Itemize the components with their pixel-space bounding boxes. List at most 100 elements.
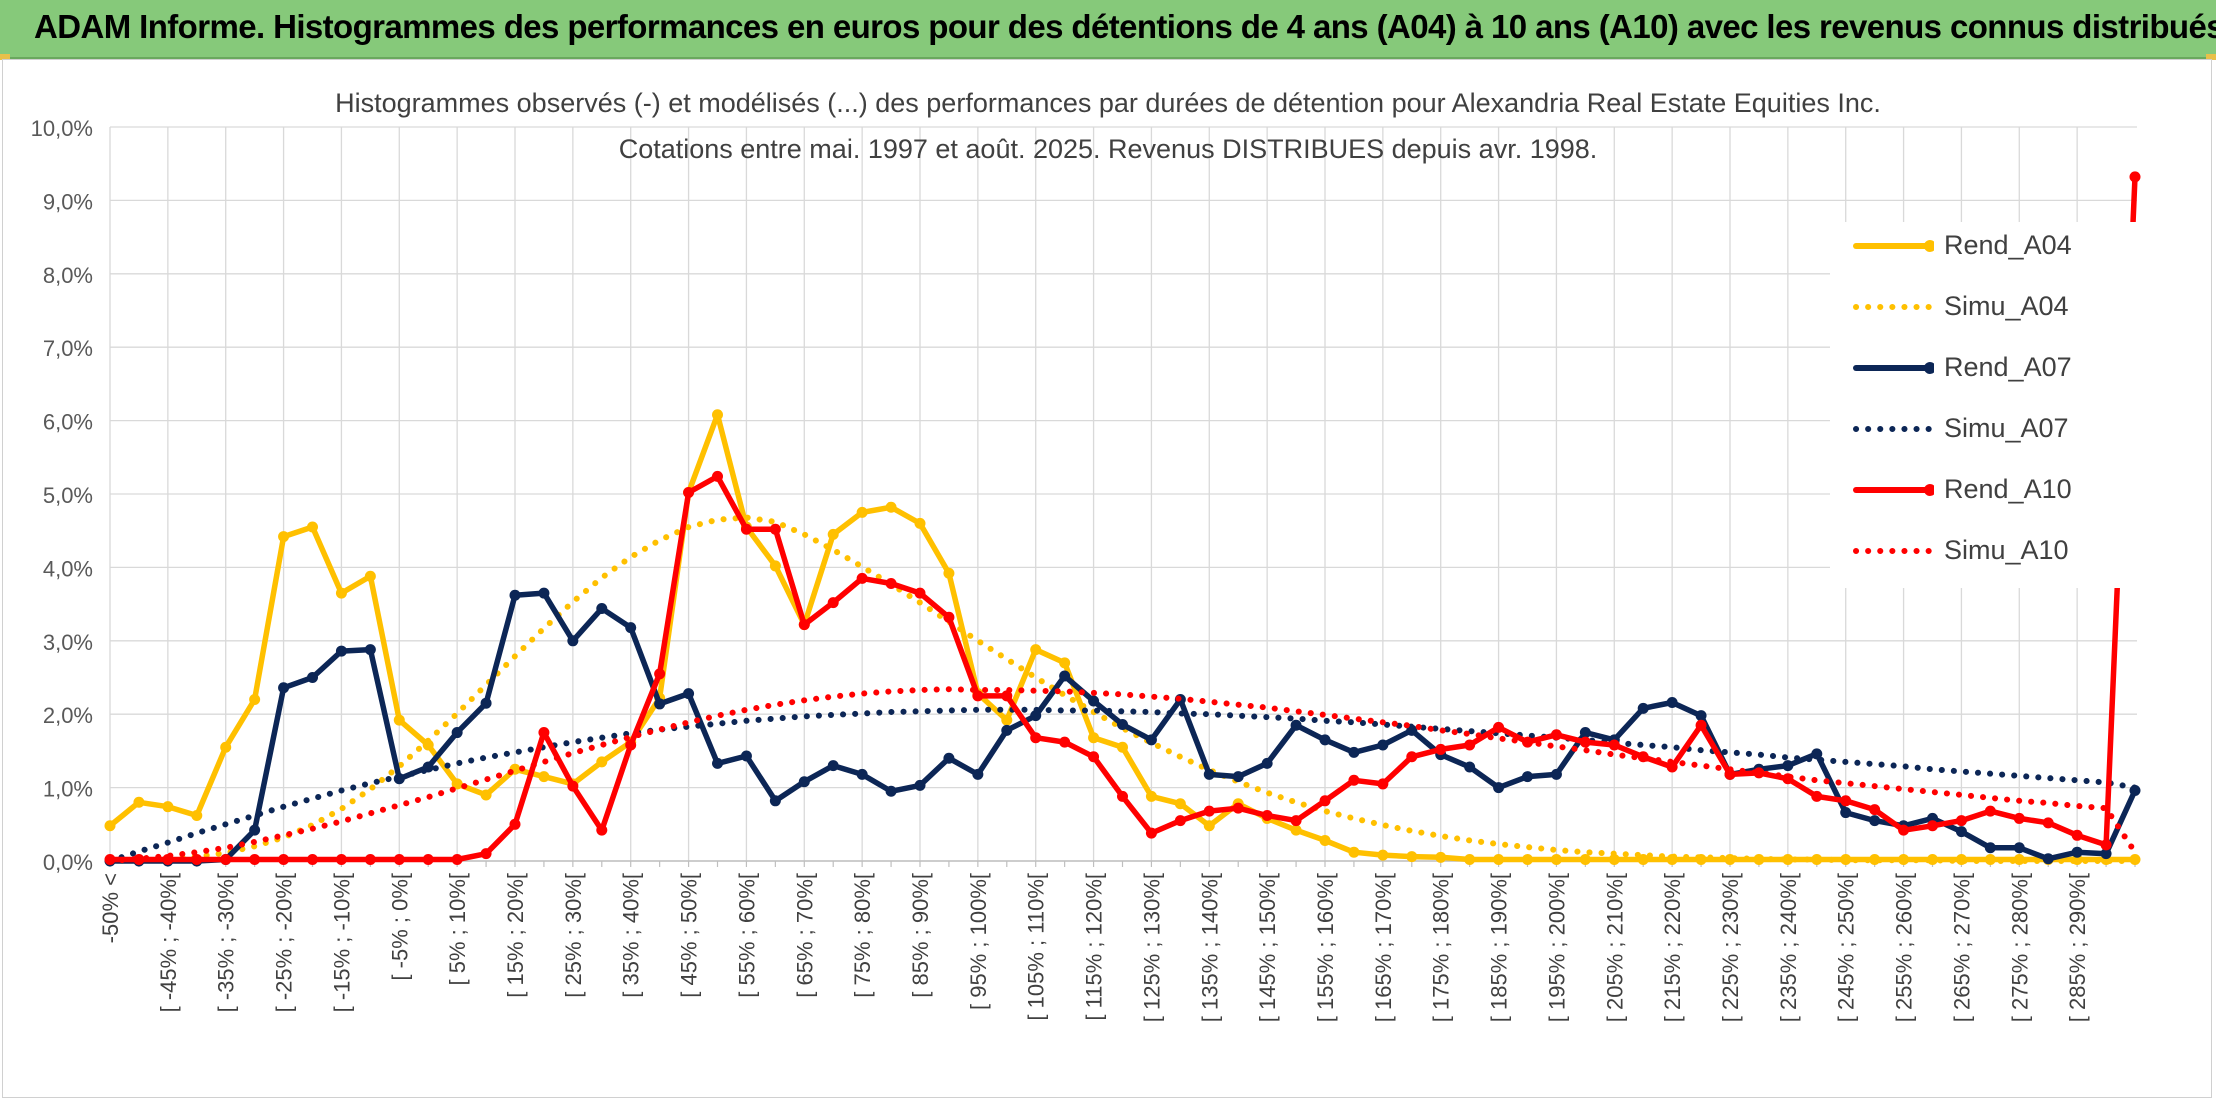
data-point bbox=[1088, 695, 1100, 707]
data-point bbox=[769, 560, 781, 572]
data-point bbox=[683, 688, 695, 700]
data-point bbox=[827, 760, 839, 772]
data-point bbox=[1290, 719, 1302, 731]
data-point bbox=[278, 531, 290, 543]
data-point bbox=[2042, 817, 2054, 829]
data-point bbox=[1261, 809, 1273, 821]
data-point bbox=[1464, 854, 1476, 866]
data-point bbox=[451, 854, 463, 866]
legend-item: Simu_A04 bbox=[1830, 283, 2160, 344]
data-point bbox=[2129, 171, 2141, 183]
data-point bbox=[1203, 820, 1215, 832]
data-point bbox=[1955, 826, 1967, 838]
legend-label: Simu_A07 bbox=[1944, 413, 2069, 443]
x-tick-label: [ 165% ; 170%[ bbox=[1371, 873, 1396, 1022]
data-point bbox=[712, 409, 723, 421]
data-point bbox=[654, 698, 666, 710]
data-point bbox=[740, 523, 752, 535]
data-point bbox=[1869, 804, 1881, 816]
x-tick-label: [ 285% ; 290%[ bbox=[2065, 873, 2090, 1022]
data-point bbox=[798, 619, 810, 631]
x-tick-label: [ 75% ; 80%[ bbox=[850, 873, 875, 998]
data-point bbox=[596, 756, 608, 768]
data-point bbox=[827, 597, 839, 609]
data-point bbox=[683, 487, 695, 499]
data-point bbox=[625, 622, 637, 634]
x-tick-label: [ -35% ; -30%[ bbox=[214, 873, 239, 1012]
x-tick-label: [ 245% ; 250%[ bbox=[1834, 873, 1859, 1022]
data-point bbox=[1782, 760, 1794, 772]
y-tick-label: 3,0% bbox=[43, 630, 93, 655]
data-point bbox=[1840, 807, 1852, 819]
data-point bbox=[943, 611, 955, 623]
data-point bbox=[307, 672, 318, 683]
data-point bbox=[654, 668, 666, 680]
data-point bbox=[1493, 854, 1505, 866]
legend-label: Simu_A10 bbox=[1944, 535, 2069, 565]
data-point bbox=[1955, 815, 1967, 827]
data-point bbox=[1377, 849, 1389, 861]
data-point bbox=[1811, 790, 1823, 802]
data-point bbox=[885, 501, 897, 513]
data-point bbox=[1001, 714, 1013, 726]
data-point bbox=[1666, 696, 1678, 708]
data-point bbox=[1637, 702, 1649, 714]
data-point bbox=[1406, 851, 1418, 863]
x-tick-label: [ 125% ; 130%[ bbox=[1139, 873, 1164, 1022]
x-tick-label: [ -25% ; -20%[ bbox=[272, 873, 297, 1012]
x-tick-label: [ 5% ; 10%[ bbox=[445, 873, 470, 986]
y-tick-label: 6,0% bbox=[43, 410, 93, 435]
data-point bbox=[1695, 710, 1707, 722]
data-point bbox=[538, 587, 550, 599]
data-point bbox=[1493, 721, 1505, 733]
data-point bbox=[249, 854, 261, 866]
x-tick-label: [ 105% ; 110%[ bbox=[1024, 873, 1049, 1021]
data-point bbox=[1608, 739, 1620, 751]
legend-label: Rend_A04 bbox=[1944, 230, 2072, 260]
data-point bbox=[1261, 757, 1273, 769]
data-point bbox=[335, 645, 347, 657]
data-point bbox=[1522, 771, 1533, 783]
data-point bbox=[1117, 718, 1128, 730]
x-tick-label: [ 265% ; 270%[ bbox=[1949, 873, 1974, 1022]
legend-swatch bbox=[1853, 426, 1933, 432]
x-tick-label: [ 25% ; 30%[ bbox=[561, 873, 586, 998]
data-point bbox=[712, 470, 723, 482]
data-point bbox=[1550, 768, 1562, 780]
x-tick-label: [ 55% ; 60%[ bbox=[734, 873, 759, 998]
data-point bbox=[1174, 798, 1186, 810]
data-point bbox=[1984, 805, 1996, 817]
data-point bbox=[2013, 842, 2025, 854]
data-point bbox=[596, 824, 608, 836]
data-point bbox=[625, 739, 637, 751]
data-point bbox=[914, 517, 926, 529]
data-point bbox=[422, 854, 434, 866]
data-point bbox=[2100, 848, 2112, 860]
data-point bbox=[885, 578, 897, 590]
x-tick-label: [ 235% ; 240%[ bbox=[1776, 873, 1801, 1022]
data-point bbox=[856, 768, 868, 780]
x-tick-label: [ 35% ; 40%[ bbox=[619, 873, 644, 998]
data-point bbox=[1840, 795, 1852, 807]
data-point bbox=[1232, 771, 1244, 783]
data-point bbox=[1348, 774, 1360, 786]
report-banner: ADAM Informe. Histogrammes des performan… bbox=[0, 0, 2216, 59]
report-title: ADAM Informe. Histogrammes des performan… bbox=[34, 8, 2216, 45]
data-point bbox=[307, 854, 318, 866]
data-point bbox=[1145, 734, 1157, 746]
data-point bbox=[1550, 729, 1562, 741]
data-point bbox=[972, 768, 984, 780]
data-point bbox=[451, 727, 463, 739]
x-tick-label: [ 95% ; 100%[ bbox=[966, 873, 991, 1010]
data-point bbox=[278, 682, 290, 694]
x-tick-label: [ 65% ; 70%[ bbox=[792, 873, 817, 998]
data-point bbox=[133, 796, 145, 808]
data-point bbox=[567, 780, 579, 792]
legend-item: Rend_A07 bbox=[1830, 344, 2160, 405]
chart-subtitle: Cotations entre mai. 1997 et août. 2025.… bbox=[618, 134, 1598, 164]
data-point bbox=[480, 697, 492, 709]
data-point bbox=[249, 694, 261, 706]
data-point bbox=[220, 854, 232, 866]
data-point bbox=[1117, 741, 1128, 753]
series-line bbox=[107, 706, 2138, 864]
